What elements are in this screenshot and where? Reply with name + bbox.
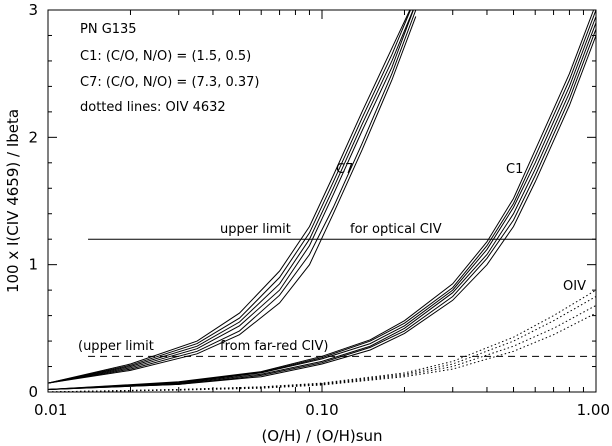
farred-upper-limit-label-a: (upper limit — [78, 339, 154, 354]
c7-curve-6 — [48, 10, 412, 384]
c1-curve-4 — [48, 22, 596, 390]
oiv-4632-curve-1 — [48, 289, 596, 392]
c1-definition-label: C1: (C/O, N/O) = (1.5, 0.5) — [80, 49, 251, 64]
c7-curve-5 — [48, 10, 414, 384]
c7-curve-4 — [48, 16, 417, 384]
x-tick-label: 0.10 — [305, 401, 338, 419]
ticks-layer: 0 1 2 3 0.01 0.10 1.00 — [28, 1, 610, 419]
y-tick-label: 0 — [28, 383, 38, 401]
y-tick-label: 2 — [28, 128, 38, 146]
y-axis-title: 100 x I(CIV 4659) / Ibeta — [4, 109, 22, 293]
object-name-label: PN G135 — [80, 22, 137, 37]
c7-curve-3 — [48, 10, 411, 384]
y-tick-label: 1 — [28, 256, 38, 274]
oiv-4632-curve-4 — [48, 312, 596, 392]
c1-curve-1 — [48, 16, 596, 390]
x-tick-label: 1.00 — [577, 401, 610, 419]
c1-curve-6 — [48, 35, 596, 390]
plot-frame — [47, 9, 597, 393]
optical-upper-limit-label-a: upper limit — [220, 222, 291, 237]
series-layer — [48, 10, 596, 392]
optical-upper-limit-label-b: for optical CIV — [350, 222, 442, 237]
c7-curve-2 — [48, 10, 417, 384]
x-tick-label: 0.01 — [34, 401, 67, 419]
c7-curve-1 — [48, 10, 414, 384]
dotted-lines-note: dotted lines: OIV 4632 — [80, 100, 226, 115]
x-axis-title: (O/H) / (O/H)sun — [261, 427, 382, 445]
c1-curve-3 — [48, 10, 595, 390]
c1-curve-2 — [48, 28, 596, 390]
oiv-4632-curve-2 — [48, 296, 596, 392]
farred-upper-limit-label-b: from far-red CIV) — [220, 339, 328, 354]
c7-curve-label: C7 — [336, 162, 353, 177]
c1-curve-5 — [48, 10, 596, 390]
oiv-4632-curve-3 — [48, 304, 596, 392]
oiv-curve-label: OIV — [563, 279, 586, 294]
y-tick-label: 3 — [28, 1, 38, 19]
c1-curve-label: C1 — [506, 162, 523, 177]
c7-definition-label: C7: (C/O, N/O) = (7.3, 0.37) — [80, 75, 259, 90]
reference-lines-layer — [88, 238, 596, 357]
